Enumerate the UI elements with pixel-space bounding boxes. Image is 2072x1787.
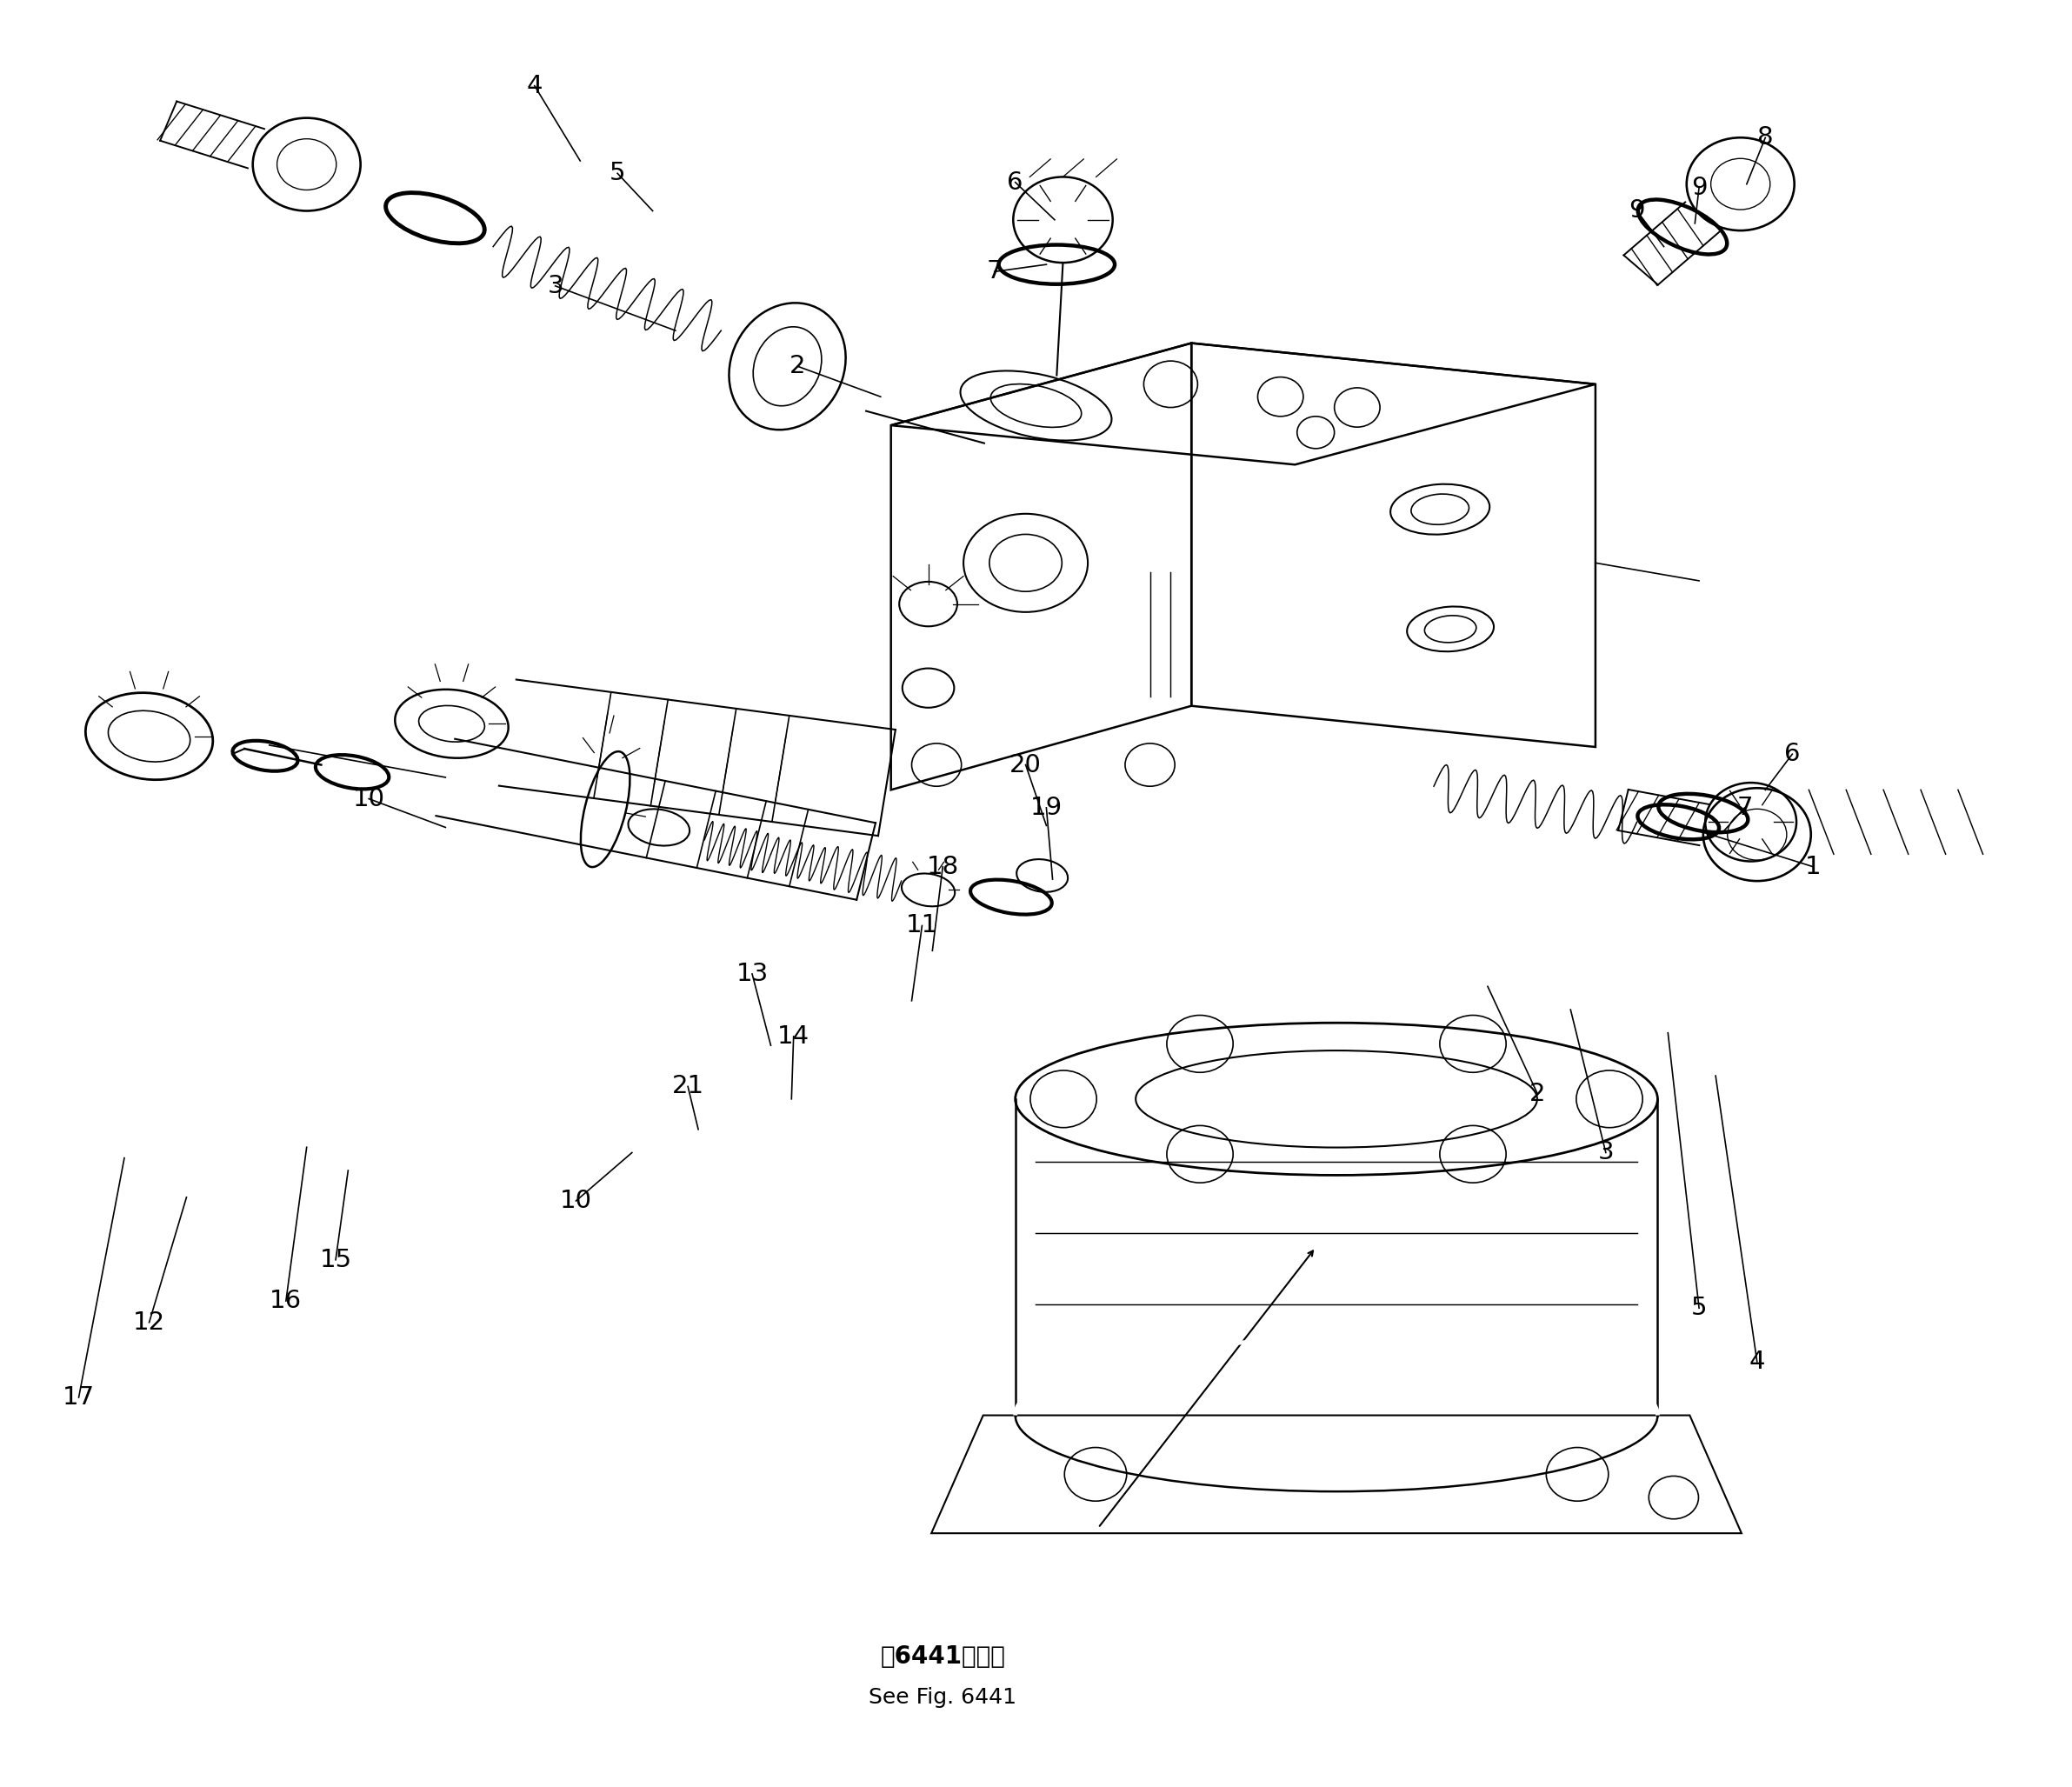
Text: 6: 6 (1784, 742, 1801, 767)
Text: 20: 20 (1009, 752, 1042, 777)
Text: 3: 3 (1598, 1140, 1614, 1165)
Text: 7: 7 (1736, 795, 1753, 820)
Text: 10: 10 (559, 1188, 593, 1213)
Text: 2: 2 (1529, 1081, 1546, 1106)
Text: 6: 6 (1007, 170, 1024, 195)
Text: 16: 16 (269, 1288, 303, 1313)
Text: 9: 9 (1691, 175, 1707, 200)
Text: 5: 5 (1691, 1296, 1707, 1321)
Text: 11: 11 (905, 913, 939, 938)
Text: 1: 1 (1805, 854, 1821, 879)
Text: 17: 17 (62, 1385, 95, 1410)
Text: 第6441図参照: 第6441図参照 (881, 1644, 1005, 1669)
Text: 7: 7 (986, 259, 1003, 284)
Text: 19: 19 (1030, 795, 1063, 820)
Text: 3: 3 (547, 273, 564, 298)
Text: 8: 8 (1757, 125, 1774, 150)
Text: 21: 21 (671, 1074, 704, 1099)
Text: See Fig. 6441: See Fig. 6441 (868, 1687, 1017, 1708)
Text: 2: 2 (789, 354, 806, 379)
Text: 4: 4 (1749, 1349, 1765, 1374)
Text: 18: 18 (926, 854, 959, 879)
Text: 14: 14 (777, 1024, 810, 1049)
Text: 5: 5 (609, 161, 626, 186)
Text: 12: 12 (133, 1310, 166, 1335)
Text: 9: 9 (1629, 198, 1645, 223)
Text: 4: 4 (526, 73, 543, 98)
Text: 15: 15 (319, 1247, 352, 1272)
Text: 13: 13 (736, 961, 769, 986)
Text: 10: 10 (352, 786, 385, 811)
